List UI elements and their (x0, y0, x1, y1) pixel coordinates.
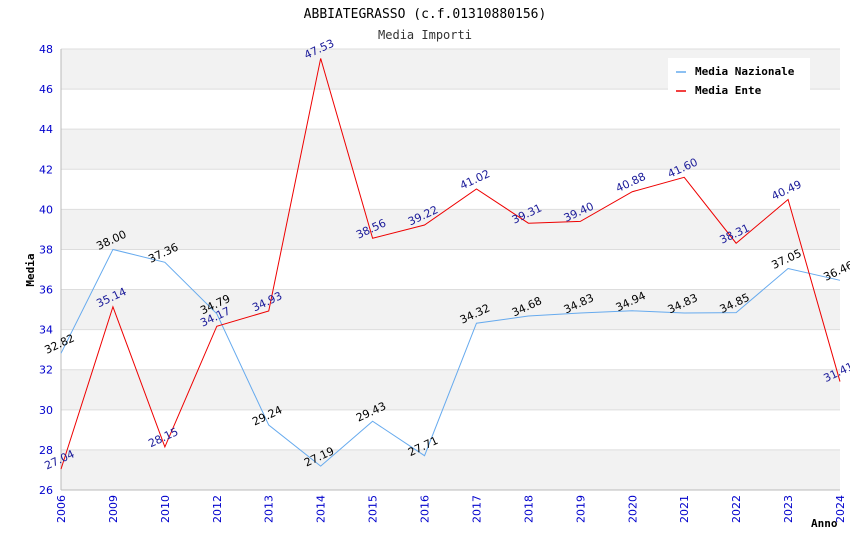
x-tick-label: 2024 (834, 495, 847, 523)
x-tick-label: 2020 (626, 495, 639, 523)
grid-band (61, 289, 840, 330)
data-label: 40.88 (614, 170, 648, 195)
y-tick-label: 38 (39, 243, 53, 256)
x-tick-label: 2009 (107, 495, 120, 523)
series-line-media-ente (60, 58, 841, 470)
grid-band (61, 449, 840, 490)
chart-subtitle: Media Importi (378, 28, 472, 42)
x-tick-label: 2022 (730, 495, 743, 523)
x-axis-title: Anno (811, 517, 838, 530)
y-tick-label: 36 (39, 284, 53, 297)
chart-title: ABBIATEGRASSO (c.f.01310880156) (304, 7, 547, 22)
y-tick-label: 32 (39, 364, 53, 377)
data-label: 37.05 (770, 247, 804, 272)
data-label: 40.49 (770, 178, 804, 203)
data-label: 36.46 (821, 259, 850, 284)
grid-band (61, 209, 840, 250)
legend-box (668, 58, 810, 102)
y-tick-label: 40 (39, 203, 53, 216)
legend-label-media-nazionale: Media Nazionale (695, 65, 795, 78)
x-tick-label: 2014 (315, 495, 328, 523)
x-tick-label: 2006 (55, 495, 68, 523)
x-tick-label: 2010 (159, 495, 172, 523)
x-tick-label: 2018 (522, 495, 535, 523)
x-tick-label: 2019 (574, 495, 587, 523)
x-tick-labels: 2006 2009 2010 2012 2013 2014 2015 2016 2017 2018… (55, 495, 847, 523)
x-tick-label: 2017 (470, 495, 483, 523)
data-label: 28.15 (146, 425, 180, 450)
grid-lines (61, 48, 840, 491)
legend-label-media-ente: Media Ente (695, 84, 762, 97)
x-tick-label: 2015 (367, 495, 380, 523)
y-tick-label: 34 (39, 324, 53, 337)
x-tick-label: 2012 (211, 495, 224, 523)
grid-bands (61, 49, 840, 490)
y-tick-labels: 26 28 30 32 34 36 38 40 42 44 46 48 (39, 43, 53, 497)
x-tick-label: 2021 (678, 495, 691, 523)
legend: Media Nazionale Media Ente (668, 58, 810, 102)
y-axis-title: Media (24, 253, 37, 286)
y-tick-label: 42 (39, 163, 53, 176)
series-line-media-nazionale (60, 248, 841, 467)
y-tick-label: 26 (39, 484, 53, 497)
y-tick-label: 28 (39, 444, 53, 457)
series-lines (60, 58, 841, 470)
data-label: 41.02 (458, 167, 492, 192)
y-tick-label: 44 (39, 123, 53, 136)
y-tick-label: 46 (39, 83, 53, 96)
y-tick-label: 30 (39, 404, 53, 417)
y-tick-label: 48 (39, 43, 53, 56)
x-tick-label: 2023 (782, 495, 795, 523)
grid-band (61, 129, 840, 170)
x-tick-label: 2016 (419, 495, 432, 523)
x-tick-label: 2013 (263, 495, 276, 523)
